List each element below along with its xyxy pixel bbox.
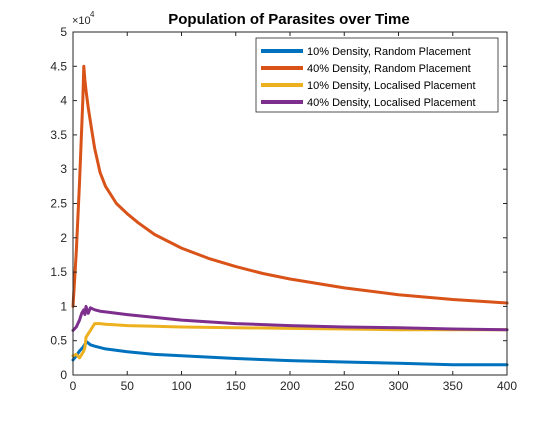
x-tick-label-1: 50 (121, 379, 135, 393)
x-axis-ticks: 0 50 100 150 200 250 300 350 400 (70, 32, 517, 393)
y-tick-label-7: 3.5 (50, 128, 67, 142)
y-tick-label-8: 4 (60, 94, 67, 108)
y-tick-label-5: 2.5 (50, 197, 67, 211)
y-tick-label-9: 4.5 (50, 59, 67, 73)
series-line-3 (71, 322, 509, 360)
x-tick-label-5: 250 (334, 379, 354, 393)
y-tick-label-10: 5 (60, 25, 67, 39)
y-tick-label-6: 3 (60, 162, 67, 176)
y-tick-label-2: 1 (60, 299, 67, 313)
x-tick-label-3: 150 (226, 379, 246, 393)
series-line-4 (71, 304, 509, 332)
legend-label-2: 40% Density, Random Placement (307, 63, 471, 75)
x-tick-label-8: 400 (497, 379, 517, 393)
chart-title: Population of Parasites over Time (168, 11, 409, 28)
y-axis-ticks: 0 0.5 1 1.5 2 2.5 3 3.5 4 4.5 5 (50, 25, 507, 382)
x-tick-label-4: 200 (280, 379, 300, 393)
y-tick-label-4: 2 (60, 231, 67, 245)
legend-label-1: 10% Density, Random Placement (307, 46, 471, 58)
y-axis-multiplier: ×10 4 (72, 10, 95, 27)
y-tick-label-0: 0 (60, 368, 67, 382)
series-line-2 (71, 64, 509, 308)
legend-label-3: 10% Density, Localised Placement (307, 80, 476, 92)
plot-lines (71, 64, 509, 367)
y-multiplier-base: ×10 (72, 15, 91, 27)
legend: 10% Density, Random Placement 40% Density… (255, 37, 499, 113)
legend-label-4: 40% Density, Localised Placement (307, 97, 476, 109)
x-tick-label-0: 0 (70, 379, 77, 393)
y-tick-label-3: 1.5 (50, 265, 67, 279)
y-tick-label-1: 0.5 (50, 334, 67, 348)
series-line-1 (71, 340, 509, 367)
x-tick-label-7: 350 (443, 379, 463, 393)
x-tick-label-6: 300 (388, 379, 408, 393)
y-multiplier-exponent: 4 (90, 10, 95, 19)
x-tick-label-2: 100 (171, 379, 191, 393)
